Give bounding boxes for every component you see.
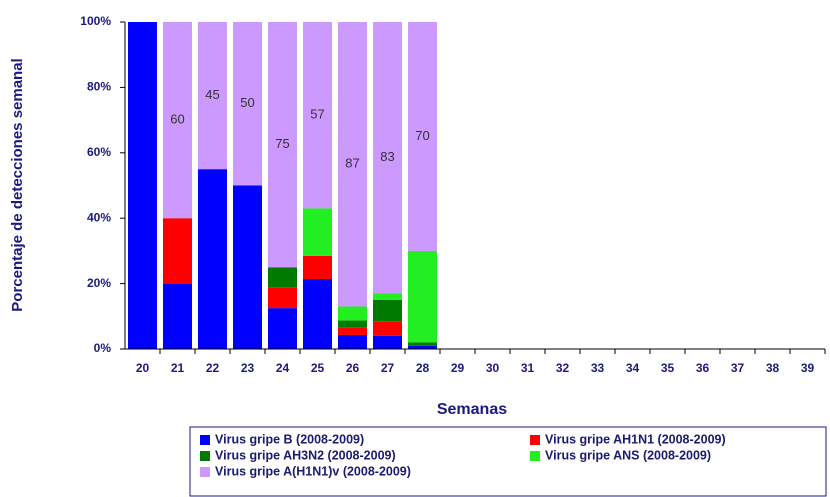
x-tick-label: 23: [241, 361, 255, 375]
bar-segment: [268, 267, 297, 288]
data-label: 57: [310, 107, 324, 122]
bar-segment: [408, 342, 437, 346]
y-axis-title: Porcentaje de detecciones semanal: [9, 58, 26, 311]
data-label: 75: [275, 136, 289, 151]
bar-segment: [373, 299, 402, 322]
y-tick-label: 100%: [80, 14, 111, 28]
x-tick-label: 26: [346, 361, 360, 375]
bar-segment: [303, 255, 332, 280]
data-label: 87: [345, 156, 359, 171]
legend-label: Virus gripe B (2008-2009): [215, 432, 364, 446]
bar-segment: [303, 208, 332, 256]
x-tick-label: 36: [696, 361, 710, 375]
legend-label: Virus gripe ANS (2008-2009): [545, 448, 711, 462]
legend-label: Virus gripe AH3N2 (2008-2009): [215, 448, 396, 462]
bar-segment: [268, 22, 297, 268]
x-tick-label: 29: [451, 361, 465, 375]
x-tick-label: 28: [416, 361, 430, 375]
x-tick-label: 22: [206, 361, 220, 375]
x-tick-label: 39: [801, 361, 815, 375]
bar-segment: [373, 22, 402, 294]
x-tick-label: 20: [136, 361, 150, 375]
bar-segment: [408, 345, 437, 349]
legend-swatch: [200, 435, 210, 445]
bar-segment: [408, 22, 437, 251]
x-tick-label: 30: [486, 361, 500, 375]
x-axis-title: Semanas: [437, 401, 507, 418]
bar-segment: [268, 287, 297, 309]
bar-segment: [338, 320, 367, 328]
bar-segment: [233, 22, 262, 186]
data-label: 70: [415, 128, 429, 143]
y-tick-label: 20%: [87, 276, 111, 290]
x-tick-label: 21: [171, 361, 185, 375]
x-tick-label: 35: [661, 361, 675, 375]
data-label: 83: [380, 149, 394, 164]
data-label: 45: [205, 87, 219, 102]
legend-swatch: [200, 467, 210, 477]
y-tick-label: 60%: [87, 145, 111, 159]
y-tick-label: 0%: [94, 341, 112, 355]
bar-segment: [233, 185, 262, 349]
legend-swatch: [530, 451, 540, 461]
bar-segment: [338, 327, 367, 335]
legend-swatch: [200, 451, 210, 461]
x-tick-label: 37: [731, 361, 745, 375]
bar-segment: [163, 283, 192, 349]
legend-label: Virus gripe AH1N1 (2008-2009): [545, 432, 726, 446]
x-tick-label: 32: [556, 361, 570, 375]
x-tick-label: 31: [521, 361, 535, 375]
x-tick-label: 25: [311, 361, 325, 375]
x-tick-label: 38: [766, 361, 780, 375]
legend-label: Virus gripe A(H1N1)v (2008-2009): [215, 464, 411, 478]
bar-segment: [408, 250, 437, 343]
x-tick-label: 24: [276, 361, 290, 375]
bar-segment: [198, 169, 227, 349]
legend-swatch: [530, 435, 540, 445]
data-label: 60: [170, 112, 184, 127]
bar-segment: [198, 22, 227, 170]
bar-segment: [373, 293, 402, 300]
x-tick-label: 34: [626, 361, 640, 375]
legend-box: [189, 426, 827, 497]
bar-segment: [163, 218, 192, 284]
bar-segment: [373, 335, 402, 349]
y-tick-label: 80%: [87, 80, 111, 94]
bar-segment: [338, 306, 367, 321]
bar-segment: [303, 279, 332, 349]
bar-segment: [338, 22, 367, 307]
bar-segment: [373, 321, 402, 336]
data-label: 50: [240, 95, 254, 110]
bar-segment: [128, 22, 157, 349]
x-tick-label: 27: [381, 361, 395, 375]
y-tick-label: 40%: [87, 210, 111, 224]
bar-segment: [303, 22, 332, 209]
bar-segment: [338, 334, 367, 349]
bar-segment: [268, 308, 297, 349]
bar-segment: [163, 22, 192, 219]
x-tick-label: 33: [591, 361, 605, 375]
